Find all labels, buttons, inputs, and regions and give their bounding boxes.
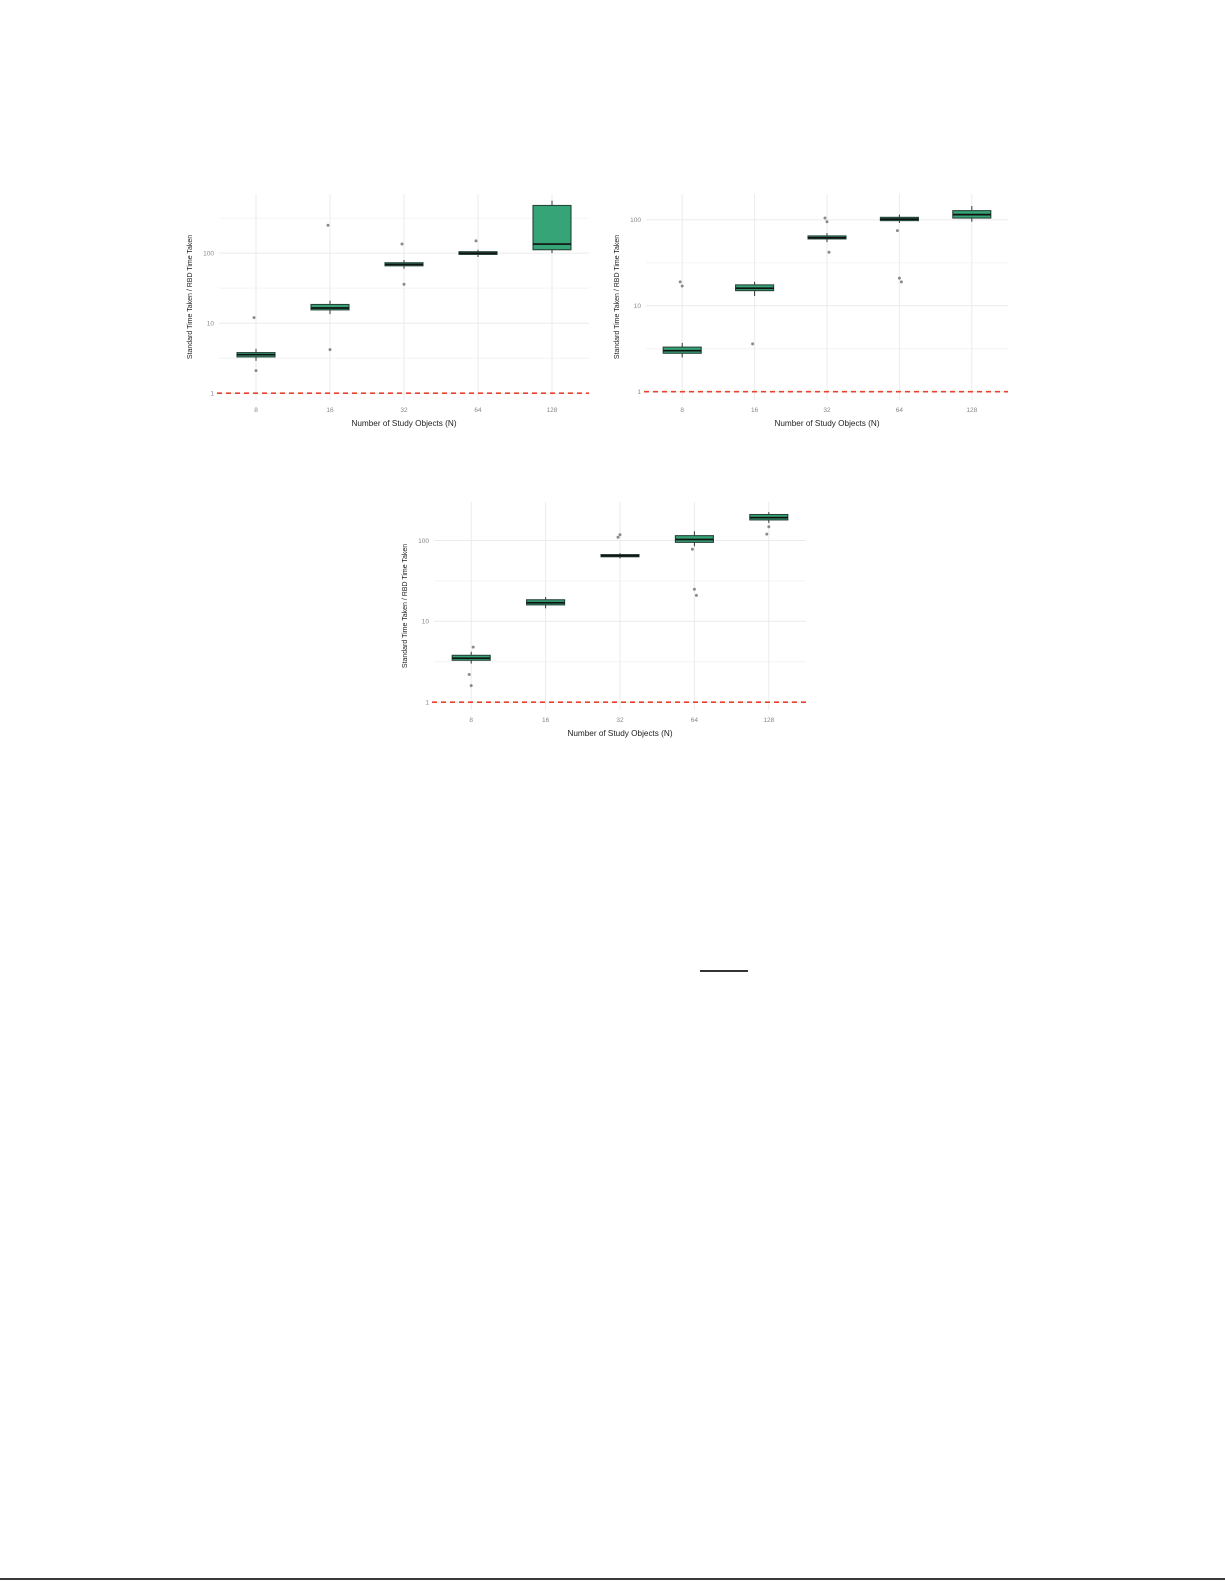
svg-text:128: 128 <box>547 407 558 414</box>
svg-text:16: 16 <box>326 407 334 414</box>
x-axis-tick-labels: 8 16 32 64 128 <box>469 717 774 724</box>
horizontal-rule-small <box>700 970 748 972</box>
y-axis-title: Standard Time Taken / RBD Time Taken <box>614 235 621 359</box>
svg-text:1: 1 <box>210 390 214 397</box>
x-axis-title: Number of Study Objects (N) <box>567 729 672 738</box>
gridlines <box>434 502 806 710</box>
y-axis-title: Standard Time Taken / RBD Time Taken <box>402 544 409 668</box>
svg-text:32: 32 <box>400 407 408 414</box>
svg-text:100: 100 <box>630 217 641 224</box>
svg-text:10: 10 <box>207 320 215 327</box>
y-axis-tick-labels: 1 10 100 <box>418 538 429 707</box>
svg-text:100: 100 <box>418 538 429 545</box>
svg-text:8: 8 <box>469 717 473 724</box>
x-axis-title: Number of Study Objects (N) <box>774 419 879 428</box>
svg-text:10: 10 <box>422 619 430 626</box>
boxplot-svg-top-right: 1 10 100 8 16 32 64 128 Number of Study Objects … <box>614 194 1008 428</box>
boxplot-svg-bottom-center: 1 10 100 8 16 32 64 128 Number of Study Objects … <box>402 502 806 738</box>
svg-text:128: 128 <box>763 717 774 724</box>
svg-text:8: 8 <box>680 407 684 414</box>
svg-text:10: 10 <box>634 303 642 310</box>
svg-text:128: 128 <box>966 407 977 414</box>
svg-text:100: 100 <box>203 250 214 257</box>
svg-text:64: 64 <box>474 407 482 414</box>
svg-text:16: 16 <box>542 717 550 724</box>
page-bottom-border <box>0 1578 1225 1580</box>
svg-text:8: 8 <box>254 407 258 414</box>
boxplot-figure-top-right: 1 10 100 8 16 32 64 128 Number of Study Objects … <box>610 184 1020 432</box>
svg-text:16: 16 <box>751 407 759 414</box>
x-axis-title: Number of Study Objects (N) <box>351 419 456 428</box>
x-axis-tick-labels: 8 16 32 64 128 <box>254 407 558 414</box>
y-axis-tick-labels: 1 10 100 <box>630 217 641 396</box>
y-axis-tick-labels: 1 10 100 <box>203 250 214 397</box>
boxplots <box>236 200 572 373</box>
y-axis-title: Standard Time Taken / RBD Time Taken <box>187 235 194 359</box>
x-axis-tick-labels: 8 16 32 64 128 <box>680 407 977 414</box>
svg-text:64: 64 <box>896 407 904 414</box>
svg-text:64: 64 <box>691 717 699 724</box>
gridlines <box>646 194 1008 400</box>
svg-text:1: 1 <box>425 699 429 706</box>
svg-text:1: 1 <box>637 389 641 396</box>
boxplot-figure-bottom-center: 1 10 100 8 16 32 64 128 Number of Study Objects … <box>398 492 818 742</box>
boxplots <box>451 512 789 688</box>
boxplots <box>662 205 992 358</box>
svg-text:32: 32 <box>616 717 624 724</box>
boxplot-figure-top-left: 1 10 100 8 16 32 64 128 Number of Study Objects … <box>183 184 601 432</box>
svg-text:32: 32 <box>823 407 831 414</box>
boxplot-svg-top-left: 1 10 100 8 16 32 64 128 Number of Study Objects … <box>187 194 589 428</box>
